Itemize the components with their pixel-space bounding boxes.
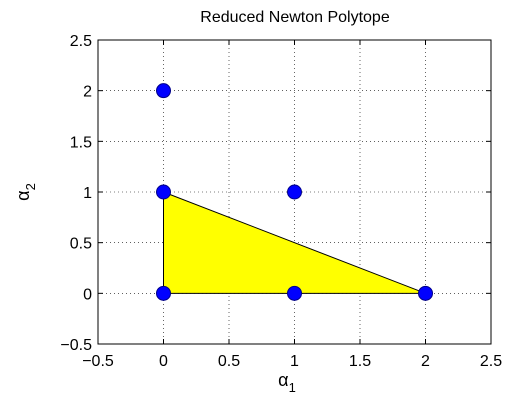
y-tick-label: 1.5 [70,134,92,151]
y-tick-label: 0 [83,286,92,303]
y-axis-label-subscript: 2 [23,183,38,190]
y-tick-label: 1 [83,185,92,202]
data-point [156,184,171,200]
y-tick-label: 0.5 [70,236,92,253]
x-axis-label: α1 [278,370,296,395]
data-point [156,285,171,301]
points-layer [156,83,433,301]
x-tick-label: −0.5 [82,353,114,370]
x-tick-labels: −0.5 0 0.5 1 1.5 2 2.5 [82,353,502,370]
chart-title: Reduced Newton Polytope [200,9,390,26]
x-tick-label: 2.5 [480,353,502,370]
x-tick-label: 0 [159,353,168,370]
data-point [418,285,433,301]
y-axis-label-group: α2 [13,183,38,201]
x-tick-label: 2 [421,353,430,370]
x-tick-label: 0.5 [218,353,240,370]
y-tick-label: −0.5 [60,337,92,354]
data-point [287,184,302,200]
y-tick-label: 2.5 [70,33,92,50]
y-tick-label: 2 [83,84,92,101]
y-axis-label-symbol: α [13,190,33,200]
x-tick-label: 1.5 [349,353,371,370]
y-axis-label: α2 [13,183,38,201]
data-point [287,285,302,301]
x-tick-label: 1 [290,353,299,370]
data-point [156,83,171,99]
x-axis-label-subscript: 1 [289,380,296,395]
x-axis-label-symbol: α [278,370,288,390]
y-tick-labels: −0.5 0 0.5 1 1.5 2 2.5 [60,33,92,354]
axes [97,39,492,345]
